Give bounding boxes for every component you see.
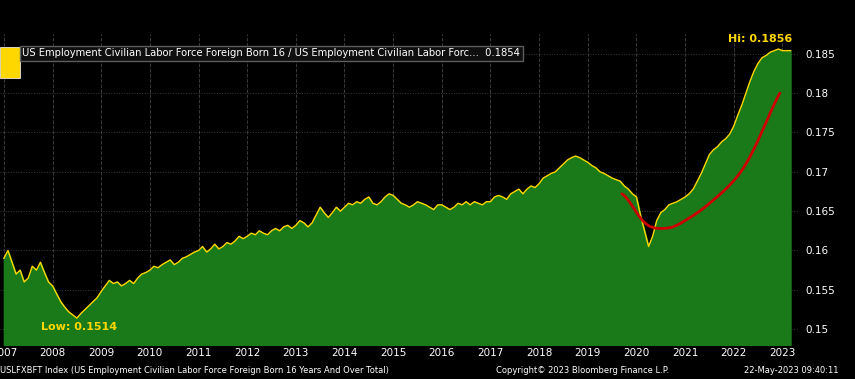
Text: 22-May-2023 09:40:11: 22-May-2023 09:40:11 <box>744 366 839 375</box>
Text: Copyright© 2023 Bloomberg Finance L.P.: Copyright© 2023 Bloomberg Finance L.P. <box>496 366 669 375</box>
Text: Hi: 0.1856: Hi: 0.1856 <box>728 34 793 44</box>
Text: USLFXBFT Index (US Employment Civilian Labor Force Foreign Born 16 Years And Ove: USLFXBFT Index (US Employment Civilian L… <box>0 366 389 375</box>
FancyBboxPatch shape <box>0 47 20 78</box>
Text: Low: 0.1514: Low: 0.1514 <box>41 322 117 332</box>
Text: US Employment Civilian Labor Force Foreign Born 16 / US Employment Civilian Labo: US Employment Civilian Labor Force Forei… <box>22 48 520 58</box>
